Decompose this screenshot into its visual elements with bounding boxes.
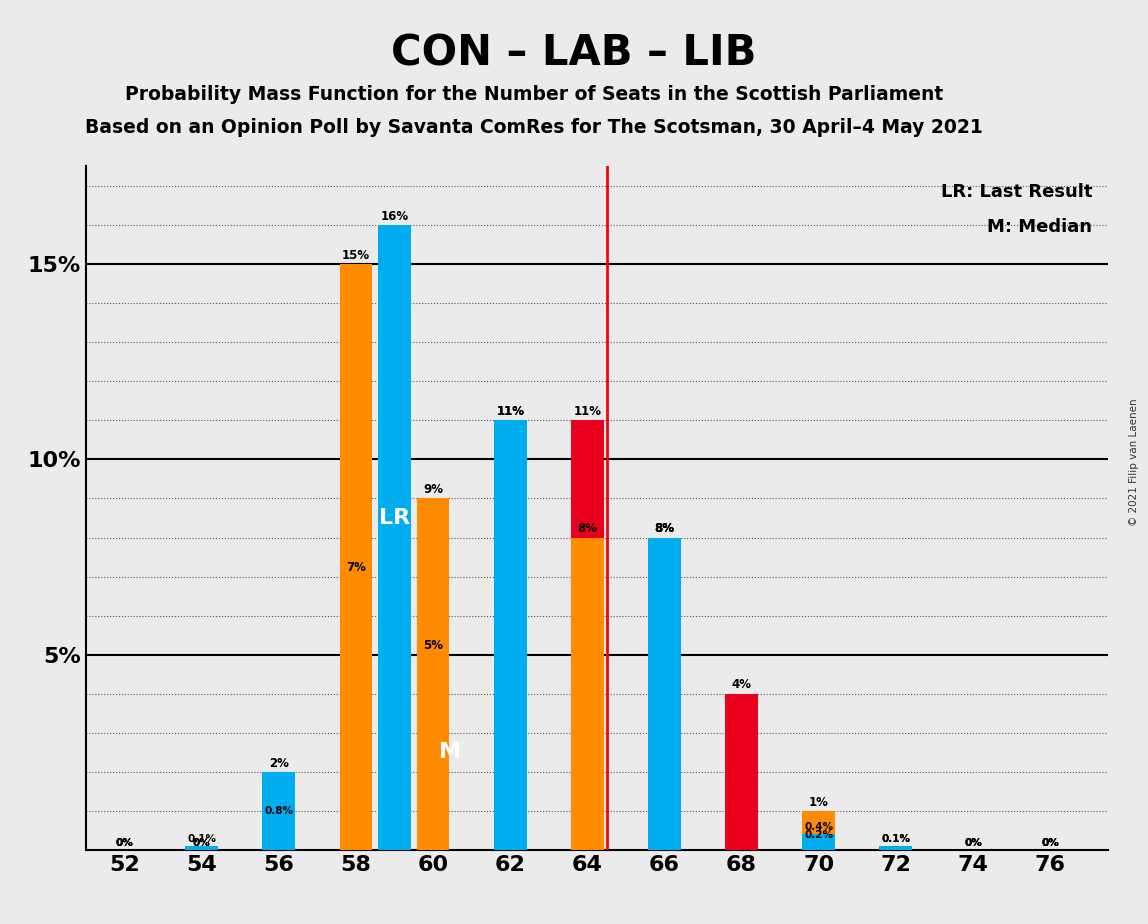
Text: 0.1%: 0.1% xyxy=(882,833,910,844)
Bar xyxy=(417,655,450,850)
Text: 8%: 8% xyxy=(577,522,597,535)
Text: 0%: 0% xyxy=(193,838,210,847)
Bar xyxy=(340,264,372,850)
Bar xyxy=(185,846,218,850)
Text: M: M xyxy=(440,742,461,762)
Text: 0.1%: 0.1% xyxy=(187,833,216,844)
Text: 5%: 5% xyxy=(424,639,443,652)
Text: 4%: 4% xyxy=(731,678,752,691)
Bar xyxy=(494,420,527,850)
Text: 0%: 0% xyxy=(964,838,982,847)
Bar xyxy=(571,538,604,850)
Bar xyxy=(340,577,372,850)
Text: 11%: 11% xyxy=(496,405,525,418)
Text: M: Median: M: Median xyxy=(987,217,1093,236)
Bar xyxy=(571,420,604,850)
Text: 7%: 7% xyxy=(346,561,366,574)
Text: 0.4%: 0.4% xyxy=(804,822,833,833)
Text: 1%: 1% xyxy=(808,796,829,808)
Bar xyxy=(647,538,681,850)
Text: 0.1%: 0.1% xyxy=(882,833,910,844)
Text: 15%: 15% xyxy=(342,249,370,261)
Bar xyxy=(879,846,913,850)
Text: 2%: 2% xyxy=(269,757,289,770)
Text: Based on an Opinion Poll by Savanta ComRes for The Scotsman, 30 April–4 May 2021: Based on an Opinion Poll by Savanta ComR… xyxy=(85,118,983,138)
Text: 0%: 0% xyxy=(1041,838,1058,847)
Bar xyxy=(263,819,295,850)
Text: 0%: 0% xyxy=(1041,838,1058,847)
Text: 0.8%: 0.8% xyxy=(264,807,294,817)
Text: © 2021 Filip van Laenen: © 2021 Filip van Laenen xyxy=(1130,398,1139,526)
Text: 11%: 11% xyxy=(573,405,602,418)
Text: LR: Last Result: LR: Last Result xyxy=(941,184,1093,201)
Text: 8%: 8% xyxy=(654,522,674,535)
Text: 0%: 0% xyxy=(116,838,133,847)
Bar xyxy=(879,846,913,850)
Text: 0%: 0% xyxy=(116,838,133,847)
Text: 0%: 0% xyxy=(964,838,982,847)
Text: 16%: 16% xyxy=(380,210,409,223)
Text: LR: LR xyxy=(379,508,410,528)
Text: 0.2%: 0.2% xyxy=(804,830,833,840)
Text: 0%: 0% xyxy=(1041,838,1058,847)
Bar xyxy=(726,694,758,850)
Text: 11%: 11% xyxy=(496,405,525,418)
Bar xyxy=(378,225,411,850)
Text: 0%: 0% xyxy=(193,838,210,847)
Text: 8%: 8% xyxy=(654,522,674,535)
Text: 0%: 0% xyxy=(116,838,133,847)
Bar xyxy=(494,420,527,850)
Text: 9%: 9% xyxy=(424,483,443,496)
Bar xyxy=(802,811,835,850)
Bar xyxy=(647,538,681,850)
Bar xyxy=(263,772,295,850)
Bar xyxy=(417,498,450,850)
Text: 8%: 8% xyxy=(654,522,674,535)
Bar xyxy=(647,538,681,850)
Text: Probability Mass Function for the Number of Seats in the Scottish Parliament: Probability Mass Function for the Number… xyxy=(125,85,943,104)
Bar xyxy=(802,843,835,850)
Bar xyxy=(802,834,835,850)
Text: CON – LAB – LIB: CON – LAB – LIB xyxy=(391,32,757,74)
Text: 0%: 0% xyxy=(964,838,982,847)
